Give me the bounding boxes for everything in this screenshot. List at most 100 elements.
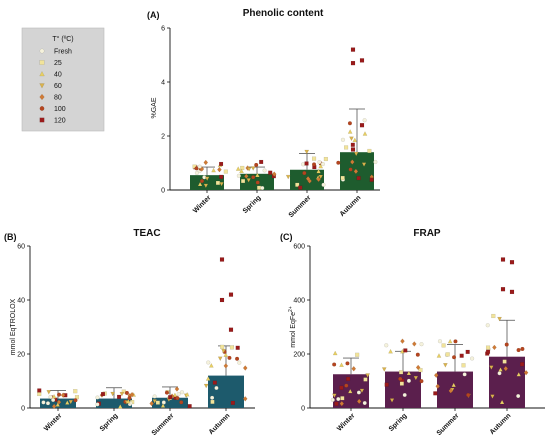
panel-a-outlier-point <box>350 147 356 152</box>
panel-b-point <box>149 400 154 407</box>
panel-c-y-axis-title-superscript: 2+ <box>288 306 294 312</box>
panel-a-point <box>217 166 222 173</box>
panel-b-point <box>184 391 190 397</box>
panel-a-point <box>285 174 291 180</box>
panel-b-point <box>205 376 211 381</box>
panel-b-point <box>175 396 180 401</box>
panel-c-point <box>359 388 365 394</box>
panel-c-point <box>447 338 453 344</box>
panel-a-point <box>318 163 324 169</box>
panel-b-point <box>179 400 184 405</box>
panel-a-point <box>243 173 249 179</box>
panel-b-point <box>37 391 42 397</box>
panel-c-point <box>347 388 353 394</box>
panel-a-point <box>350 159 355 165</box>
panel-b-point <box>73 389 78 394</box>
panel-c-x-tick-label-spring: Spring <box>388 412 409 433</box>
panel-b-point <box>242 396 248 402</box>
panel-c-point <box>492 344 497 351</box>
panel-c-y-tick-label: 400 <box>293 298 305 305</box>
panel-c-point <box>399 381 404 386</box>
panel-b-point <box>164 390 169 395</box>
panel-a-point <box>349 136 354 142</box>
panel-a-point <box>246 178 251 183</box>
panel-c-point <box>402 392 407 398</box>
panel-a-point <box>236 173 241 178</box>
legend-label-fresh: Fresh <box>54 49 72 56</box>
panel-b-point <box>46 390 52 395</box>
panel-c-y-tick-label: 600 <box>293 244 305 251</box>
panel-c-point <box>520 362 525 367</box>
panel-a-point <box>241 178 246 184</box>
panel-b-point <box>235 345 240 350</box>
panel-c-outlier-point <box>509 289 515 295</box>
panel-c-point <box>339 362 344 367</box>
panel-b-point <box>160 403 166 408</box>
panel-c-point <box>344 383 349 388</box>
panel-a-point <box>348 167 353 172</box>
legend-marker-120 <box>39 117 45 123</box>
panel-c-point <box>516 394 521 399</box>
panel-b-point <box>176 391 181 397</box>
panel-a-point <box>239 168 244 174</box>
panel-c-point <box>332 362 337 367</box>
panel-b-point <box>117 404 123 409</box>
panel-c-point <box>443 363 448 368</box>
panel-a-point <box>298 185 303 190</box>
panel-a-y-tick-label: 2 <box>161 134 165 141</box>
panel-b-outlier-point <box>228 327 234 332</box>
panel-a-point <box>255 172 260 178</box>
panel-a-point <box>255 180 260 185</box>
panel-b-x-tick-label-autumn: Autumn <box>208 412 232 436</box>
legend-marker-25 <box>39 60 45 65</box>
panel-a-point <box>347 121 352 126</box>
panel-a-point <box>350 142 355 147</box>
panel-b-point <box>206 360 211 365</box>
panel-c-point <box>400 338 405 344</box>
panel-b-point <box>174 386 180 392</box>
panel-a-point <box>323 156 328 162</box>
panel-b-outlier-point <box>228 292 234 297</box>
panel-a-outlier-point <box>359 123 365 128</box>
panel-b-x-tick-label-summer: Summer <box>151 412 176 437</box>
panel-c-point <box>403 348 408 353</box>
panel-b-point <box>100 391 106 397</box>
panel-c-y-tick-label: 0 <box>301 406 305 413</box>
panel-c-point <box>356 398 362 405</box>
panel-a-point <box>268 170 273 175</box>
panel-c-point <box>419 342 424 347</box>
panel-a-point <box>219 182 224 187</box>
panel-a-x-tick-label-winter: Winter <box>192 194 212 214</box>
panel-b-point <box>161 400 166 405</box>
legend-marker-fresh <box>39 48 45 54</box>
panel-b-x-tick-label-spring: Spring <box>99 412 120 433</box>
panel-c-point <box>523 369 529 376</box>
panel-b-point <box>55 402 61 407</box>
panel-b-point <box>227 355 232 360</box>
panel-b-point <box>230 400 235 405</box>
panel-c-point <box>345 361 350 366</box>
panel-c-point <box>470 356 475 361</box>
panel-b-point <box>221 348 226 354</box>
panel-c-point <box>406 378 411 383</box>
legend-box <box>21 27 105 132</box>
panel-a-point <box>369 177 374 182</box>
panel-a-y-tick-label: 4 <box>161 80 165 87</box>
panel-b-point <box>214 385 219 391</box>
legend-marker-80 <box>39 93 45 101</box>
panel-a-point <box>312 156 317 161</box>
panel-b-x-tick-label-winter: Winter <box>43 412 63 432</box>
panel-c-point <box>346 376 351 381</box>
panel-a-point <box>219 174 224 179</box>
panel-c-point <box>497 371 502 376</box>
panel-b-y-tick-label: 60 <box>17 244 25 251</box>
panel-a-point <box>362 118 367 123</box>
panel-b-bar-spring <box>96 398 132 408</box>
panel-a-outlier-point <box>350 60 356 66</box>
panel-c-point <box>437 339 443 344</box>
panel-c-point <box>400 348 405 354</box>
panel-b-point <box>51 397 56 403</box>
panel-b-y-tick-label: 0 <box>21 406 25 413</box>
panel-b-point <box>119 392 125 397</box>
panel-c-x-tick-label-winter: Winter <box>336 412 356 432</box>
